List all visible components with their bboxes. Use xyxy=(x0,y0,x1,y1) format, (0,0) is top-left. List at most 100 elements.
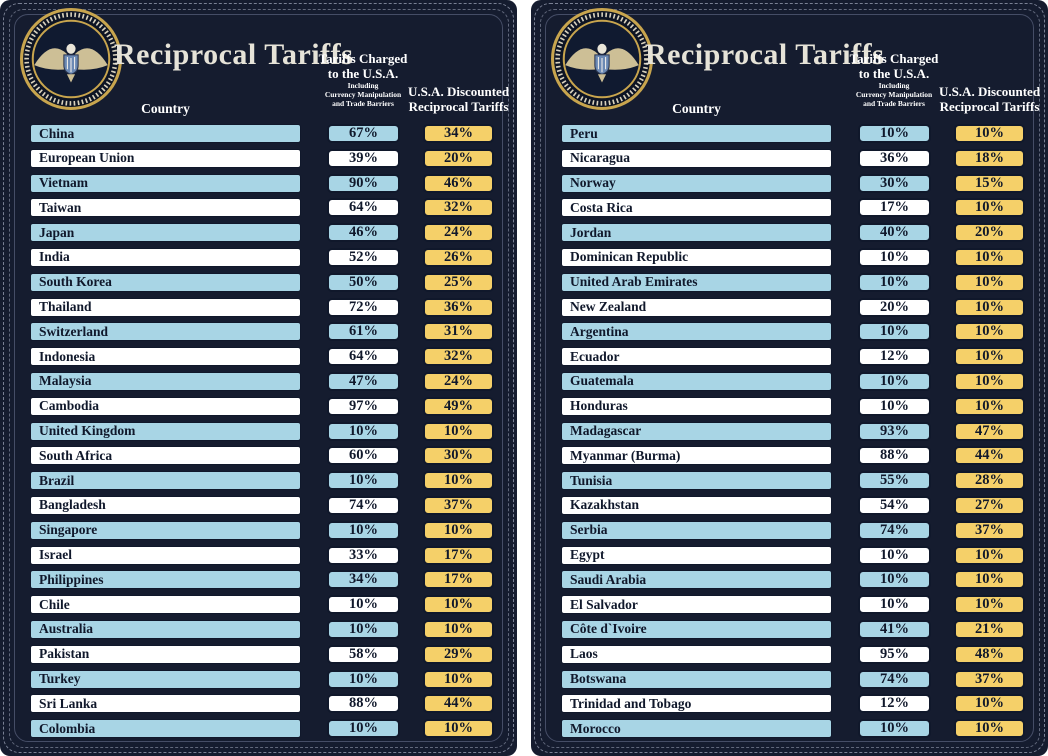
discount-tariff-cell: 10% xyxy=(423,669,494,689)
discount-tariff-cell: 10% xyxy=(423,421,494,441)
table-row: Japan 46% 24% xyxy=(30,223,494,248)
country-cell: Madagascar xyxy=(561,421,832,441)
table-row: Saudi Arabia 10% 10% xyxy=(561,570,1025,595)
discount-tariff-cell: 20% xyxy=(954,223,1025,243)
country-cell: China xyxy=(30,124,301,143)
discount-tariff-cell: 10% xyxy=(423,619,494,639)
charged-tariff-cell: 90% xyxy=(327,173,400,193)
charged-tariff-cell: 88% xyxy=(327,694,400,714)
charged-tariff-cell: 74% xyxy=(858,520,931,540)
country-cell: Norway xyxy=(561,173,832,193)
table-row: Madagascar 93% 47% xyxy=(561,421,1025,447)
table-row: New Zealand 20% 10% xyxy=(561,297,1025,323)
charged-tariff-cell: 97% xyxy=(327,396,400,416)
country-cell: New Zealand xyxy=(561,297,832,317)
country-cell: Peru xyxy=(561,124,832,143)
table-row: Myanmar (Burma) 88% 44% xyxy=(561,446,1025,471)
column-header-charged: Tariffs Charged to the U.S.A. Including … xyxy=(318,51,408,109)
charged-tariff-cell: 10% xyxy=(327,595,400,615)
charged-tariff-cell: 10% xyxy=(327,719,400,739)
charged-tariff-cell: 10% xyxy=(327,421,400,441)
discount-tariff-cell: 47% xyxy=(954,421,1025,441)
charged-tariff-cell: 20% xyxy=(858,297,931,317)
discount-tariff-cell: 10% xyxy=(954,272,1025,292)
charged-tariff-cell: 55% xyxy=(858,471,931,491)
discount-tariff-cell: 36% xyxy=(423,297,494,317)
country-cell: United Kingdom xyxy=(30,421,301,441)
charged-tariff-cell: 58% xyxy=(327,644,400,664)
discount-tariff-cell: 37% xyxy=(423,495,494,515)
country-cell: Saudi Arabia xyxy=(561,570,832,590)
charged-tariff-cell: 10% xyxy=(858,545,931,565)
charged-tariff-cell: 10% xyxy=(858,371,931,391)
table-row: China 67% 34% xyxy=(30,124,494,149)
discount-tariff-cell: 26% xyxy=(423,247,494,267)
charged-tariff-cell: 40% xyxy=(858,223,931,243)
presidential-seal-icon xyxy=(20,8,122,110)
table-row: Philippines 34% 17% xyxy=(30,570,494,595)
country-cell: Singapore xyxy=(30,520,301,540)
charged-tariff-cell: 30% xyxy=(858,173,931,193)
discount-tariff-cell: 18% xyxy=(954,148,1025,168)
table-row: Dominican Republic 10% 10% xyxy=(561,247,1025,273)
discount-tariff-cell: 46% xyxy=(423,173,494,193)
table-row: Peru 10% 10% xyxy=(561,124,1025,149)
table-row: Brazil 10% 10% xyxy=(30,471,494,496)
charged-tariff-cell: 10% xyxy=(858,272,931,292)
table-row: South Korea 50% 25% xyxy=(30,272,494,298)
charged-tariff-cell: 54% xyxy=(858,495,931,515)
charged-tariff-cell: 10% xyxy=(858,570,931,590)
tariff-rows: China 67% 34% European Union 39% 20% Vietnam 90… xyxy=(30,124,494,744)
discount-tariff-cell: 10% xyxy=(954,396,1025,416)
discount-tariff-cell: 10% xyxy=(954,347,1025,367)
discount-tariff-cell: 20% xyxy=(423,148,494,168)
table-row: Sri Lanka 88% 44% xyxy=(30,694,494,719)
table-row: Malaysia 47% 24% xyxy=(30,371,494,397)
presidential-seal-icon xyxy=(551,8,653,110)
charged-tariff-cell: 64% xyxy=(327,198,400,218)
table-row: Switzerland 61% 31% xyxy=(30,322,494,347)
discount-tariff-cell: 30% xyxy=(423,446,494,466)
charged-tariff-cell: 61% xyxy=(327,322,400,342)
table-row: Argentina 10% 10% xyxy=(561,322,1025,347)
discount-tariff-cell: 10% xyxy=(423,520,494,540)
table-row: Jordan 40% 20% xyxy=(561,223,1025,248)
charged-tariff-cell: 10% xyxy=(327,471,400,491)
country-cell: South Korea xyxy=(30,272,301,292)
discount-tariff-cell: 10% xyxy=(954,570,1025,590)
table-row: Serbia 74% 37% xyxy=(561,520,1025,546)
discount-tariff-cell: 37% xyxy=(954,669,1025,689)
charged-tariff-cell: 10% xyxy=(858,322,931,342)
charged-tariff-cell: 10% xyxy=(327,520,400,540)
table-row: United Arab Emirates 10% 10% xyxy=(561,272,1025,298)
discount-tariff-cell: 10% xyxy=(954,322,1025,342)
charged-tariff-cell: 46% xyxy=(327,223,400,243)
country-cell: Israel xyxy=(30,545,301,565)
table-row: Pakistan 58% 29% xyxy=(30,644,494,670)
table-row: Honduras 10% 10% xyxy=(561,396,1025,422)
country-cell: United Arab Emirates xyxy=(561,272,832,292)
country-cell: Argentina xyxy=(561,322,832,342)
charged-tariff-cell: 10% xyxy=(858,719,931,739)
country-cell: Myanmar (Burma) xyxy=(561,446,832,466)
charged-tariff-cell: 67% xyxy=(327,124,400,143)
country-cell: Cambodia xyxy=(30,396,301,416)
discount-tariff-cell: 10% xyxy=(423,471,494,491)
charged-tariff-cell: 17% xyxy=(858,198,931,218)
charged-tariff-cell: 52% xyxy=(327,247,400,267)
country-cell: Taiwan xyxy=(30,198,301,218)
discount-tariff-cell: 17% xyxy=(423,545,494,565)
charged-tariff-cell: 12% xyxy=(858,347,931,367)
country-cell: Thailand xyxy=(30,297,301,317)
discount-tariff-cell: 10% xyxy=(954,198,1025,218)
table-row: Vietnam 90% 46% xyxy=(30,173,494,199)
country-cell: Indonesia xyxy=(30,347,301,367)
table-row: Norway 30% 15% xyxy=(561,173,1025,199)
country-cell: India xyxy=(30,247,301,267)
country-cell: Botswana xyxy=(561,669,832,689)
country-cell: Pakistan xyxy=(30,644,301,664)
charged-tariff-cell: 74% xyxy=(858,669,931,689)
charged-tariff-cell: 34% xyxy=(327,570,400,590)
discount-tariff-cell: 32% xyxy=(423,347,494,367)
